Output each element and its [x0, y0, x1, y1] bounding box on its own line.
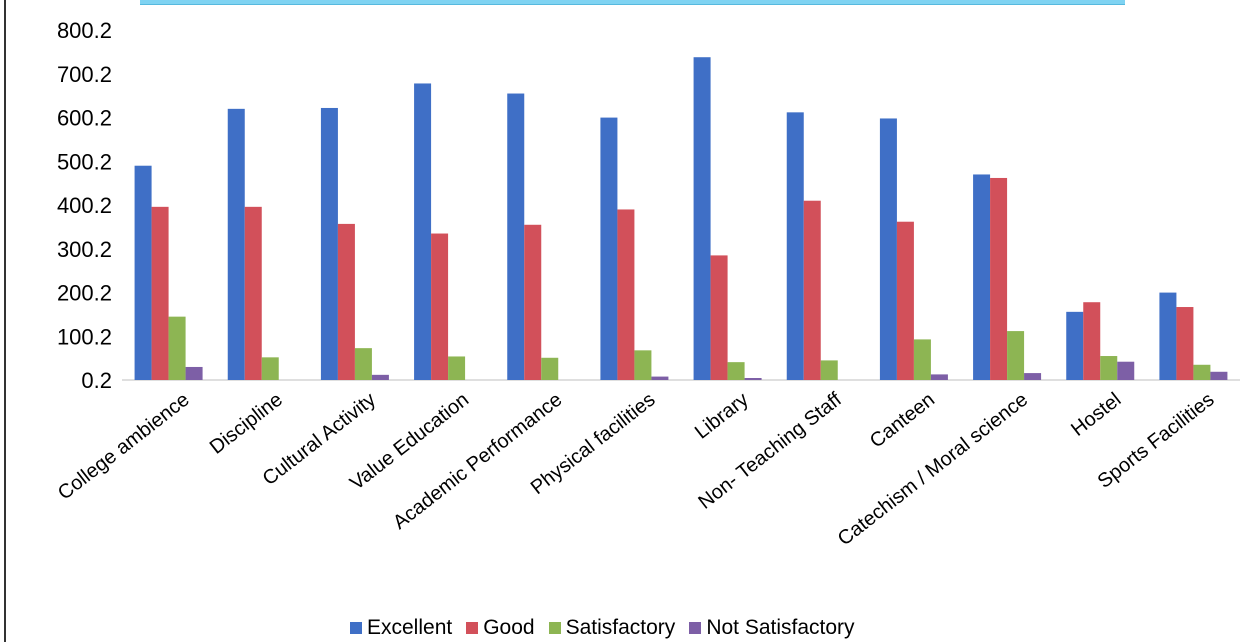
- bar-not-satisfactory: [185, 366, 203, 380]
- bar-not-satisfactory: [930, 374, 948, 380]
- bar-satisfactory: [541, 357, 559, 380]
- bar-good: [151, 206, 169, 380]
- y-tick-label: 800.2: [57, 18, 112, 43]
- bar-satisfactory: [1193, 364, 1211, 380]
- bar-good: [896, 221, 914, 380]
- bars-group: [134, 57, 1228, 381]
- bar-good: [524, 224, 542, 380]
- legend-swatch: [548, 622, 561, 634]
- bar-excellent: [693, 57, 711, 381]
- legend-item-satisfactory: Satisfactory: [548, 616, 676, 640]
- bar-not-satisfactory: [1024, 373, 1042, 380]
- bar-good: [617, 209, 635, 380]
- bar-good: [710, 255, 728, 380]
- legend: Excellent Good Satisfactory Not Satisfactor…: [350, 616, 855, 640]
- y-axis-ticks: 800.2 700.2 600.2 500.2 400.2 300.2 200.2 100.2…: [57, 18, 112, 393]
- legend-item-excellent: Excellent: [350, 616, 452, 640]
- bar-excellent: [879, 118, 897, 381]
- x-category-label: Hostel: [1067, 389, 1125, 441]
- bar-excellent: [786, 112, 804, 381]
- bar-excellent: [227, 108, 245, 381]
- legend-label: Excellent: [367, 616, 453, 639]
- bar-excellent: [414, 83, 432, 381]
- legend-swatch: [466, 622, 479, 634]
- bar-not-satisfactory: [371, 374, 389, 380]
- x-category-label: College ambience: [54, 389, 194, 505]
- bar-excellent: [973, 174, 991, 380]
- bar-excellent: [507, 93, 525, 381]
- bar-satisfactory: [634, 350, 652, 380]
- bar-excellent: [1066, 311, 1084, 380]
- left-border: [4, 0, 6, 642]
- x-category-label: Library: [691, 389, 753, 444]
- bar-not-satisfactory: [651, 376, 669, 380]
- legend-item-not-satisfactory: Not Satisfactory: [689, 616, 855, 640]
- bar-excellent: [600, 117, 618, 381]
- legend-label: Not Satisfactory: [706, 616, 855, 639]
- x-category-label: Discipline: [206, 389, 287, 459]
- y-tick-label: 600.2: [57, 106, 112, 131]
- bar-excellent: [1159, 292, 1177, 380]
- legend-swatch: [689, 622, 702, 634]
- bar-good: [244, 206, 262, 380]
- bar-satisfactory: [448, 356, 466, 380]
- y-tick-label: 100.2: [57, 324, 112, 349]
- bar-not-satisfactory: [744, 378, 762, 380]
- bar-satisfactory: [1007, 331, 1025, 380]
- bar-satisfactory: [354, 348, 372, 380]
- x-category-label: Academic Performance: [389, 389, 566, 534]
- y-tick-label: 200.2: [57, 281, 112, 306]
- bar-good: [990, 177, 1008, 380]
- bar-good: [431, 233, 449, 380]
- bar-satisfactory: [913, 339, 931, 380]
- bar-excellent: [320, 107, 338, 381]
- bar-good: [1083, 302, 1101, 380]
- legend-swatch: [350, 622, 362, 634]
- bar-satisfactory: [261, 357, 279, 380]
- x-category-label: Canteen: [866, 389, 939, 453]
- top-accent-strip: [140, 0, 1125, 5]
- bar-satisfactory: [727, 362, 745, 380]
- y-tick-label: 400.2: [57, 193, 112, 218]
- bar-good: [337, 223, 355, 380]
- y-tick-label: 700.2: [57, 62, 112, 87]
- bar-satisfactory: [1100, 356, 1118, 380]
- legend-label: Satisfactory: [565, 616, 676, 639]
- bar-not-satisfactory: [1210, 371, 1228, 380]
- bar-good: [803, 200, 821, 380]
- bar-satisfactory: [820, 360, 838, 380]
- legend-item-good: Good: [466, 616, 535, 640]
- bar-good: [1176, 307, 1194, 380]
- y-tick-label: 0.2: [81, 368, 112, 393]
- bar-satisfactory: [168, 316, 186, 380]
- bar-not-satisfactory: [1117, 361, 1135, 380]
- y-tick-label: 300.2: [57, 237, 112, 262]
- legend-label: Good: [483, 616, 535, 639]
- bar-excellent: [134, 165, 152, 380]
- x-category-label: Catechism / Moral science: [834, 389, 1032, 551]
- y-tick-label: 500.2: [57, 149, 112, 174]
